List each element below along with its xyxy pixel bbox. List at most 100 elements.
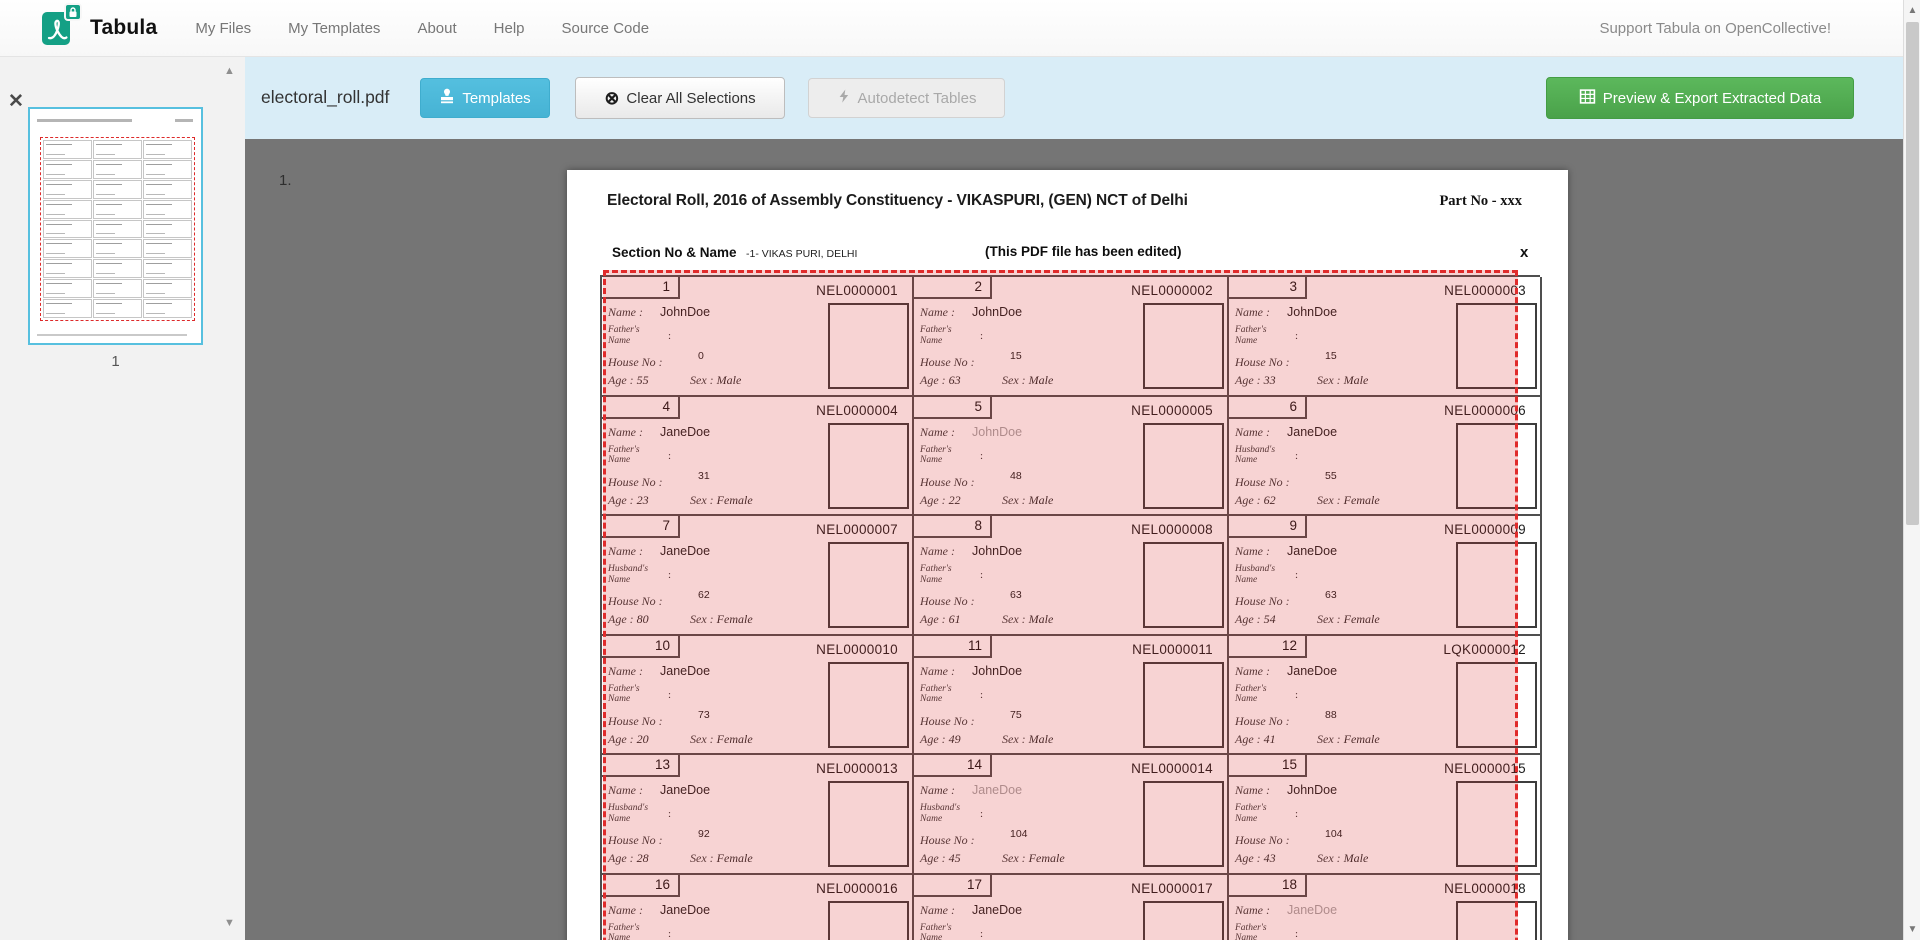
voter-sex-row: Sex : Male (1002, 731, 1054, 746)
voter-age-row: Age :23 (608, 492, 649, 507)
voter-photo-box (1456, 303, 1537, 389)
voter-name-row: Name : JaneDoe (608, 544, 711, 558)
clear-circle-x-icon: ⊗ (604, 88, 620, 108)
scrollbar-up-icon[interactable]: ▲ (1907, 5, 1918, 16)
voter-name-row: Name : JaneDoe (608, 902, 711, 917)
nav-item-about[interactable]: About (417, 19, 457, 37)
voter-serial-number: 2 (912, 275, 992, 299)
voter-serial-number: 6 (1227, 394, 1307, 419)
voter-sex-row: Sex : Male (1317, 851, 1369, 865)
edited-note: (This PDF file has been edited) (985, 244, 1182, 259)
nav-item-source-code[interactable]: Source Code (561, 19, 650, 37)
voter-sex-row: Sex : Female (690, 492, 753, 507)
voter-photo-box (1143, 900, 1224, 940)
thumbnail-mini-cell (93, 259, 142, 279)
voter-name-row: Name : JohnDoe (1235, 305, 1338, 319)
selection-close-icon[interactable]: x (1520, 244, 1529, 261)
thumbnail-mini-cell (143, 259, 192, 279)
main-scrollbar[interactable]: ▲ ▼ (1903, 0, 1920, 940)
voter-house-row: House No : 62 (608, 589, 710, 608)
voter-card: 3 NEL0000003 Name : JohnDoe Father's Name… (1227, 275, 1542, 397)
voter-card: 6 NEL0000006 Name : JaneDoe Husband's Nam… (1227, 394, 1542, 516)
thumbnail-mini-cell (43, 259, 92, 279)
voter-epic-id: NEL0000008 (1131, 522, 1213, 537)
brand-home-link[interactable]: Tabula (40, 2, 157, 54)
voter-card: 12 LQK0000012 Name : JaneDoe Father's Nam… (1227, 633, 1542, 755)
voter-name-row: Name : JohnDoe (1235, 783, 1338, 797)
voter-age-row: Age :28 (608, 851, 649, 865)
scrollbar-down-icon[interactable]: ▼ (1907, 924, 1918, 935)
voter-card: 5 NEL0000005 Name : JohnDoe Father's Name… (912, 394, 1229, 516)
voter-epic-id: NEL0000006 (1444, 402, 1526, 418)
voter-age-row: Age :63 (920, 373, 961, 387)
voter-relation-row: Father's Name : (920, 444, 984, 466)
voter-sex-row: Sex : Male (1317, 373, 1369, 387)
pdf-title: Electoral Roll, 2016 of Assembly Constit… (607, 192, 1188, 209)
voter-card: 4 NEL0000004 Name : JaneDoe Father's Name… (600, 394, 914, 516)
autodetect-tables-button[interactable]: Autodetect Tables (808, 78, 1005, 118)
voter-age-row: Age :55 (608, 373, 649, 387)
thumbnail-footer-line (37, 334, 187, 336)
pdf-page[interactable]: Electoral Roll, 2016 of Assembly Constit… (567, 170, 1568, 940)
voter-name-row: Name : JohnDoe (920, 663, 1023, 678)
nav-item-my-files[interactable]: My Files (195, 19, 252, 37)
voter-relation-row: Father's Name : (1235, 922, 1299, 940)
section-value: -1- VIKAS PURI, DELHI (745, 248, 858, 260)
sidebar-scroll-down-icon[interactable]: ▼ (224, 917, 235, 929)
voter-card: 2 NEL0000002 Name : JohnDoe Father's Name… (912, 275, 1229, 397)
voter-card: 10 NEL0000010 Name : JaneDoe Father's Nam… (600, 633, 914, 755)
voter-photo-box (1143, 781, 1224, 867)
lightning-icon (837, 88, 851, 108)
voter-photo-box (1143, 303, 1224, 389)
selection-overlay[interactable] (603, 270, 1518, 940)
scrollbar-thumb[interactable] (1906, 22, 1919, 525)
voter-photo-box (828, 303, 909, 389)
voter-sex-row: Sex : Female (1317, 492, 1380, 507)
thumbnail-mini-cell (143, 199, 192, 219)
voter-table: 1 NEL0000001 Name : JohnDoe Father's Name… (600, 275, 1542, 940)
voter-house-row: House No : 63 (920, 589, 1022, 608)
voter-age-row: Age :33 (1235, 373, 1276, 387)
voter-sex-row: Sex : Male (1002, 612, 1054, 626)
voter-relation-row: Husband's Name : (1235, 564, 1299, 585)
voter-relation-row: Husband's Name : (920, 803, 984, 824)
preview-export-button[interactable]: Preview & Export Extracted Data (1546, 77, 1854, 119)
voter-epic-id: NEL0000011 (1132, 641, 1213, 657)
voter-house-row: House No : 31 (608, 469, 710, 489)
voter-name-row: Name : JaneDoe (1235, 544, 1338, 558)
thumbnail-mini-cell (43, 299, 92, 318)
voter-age-row: Age :45 (920, 851, 961, 865)
voter-name-row: Name : JohnDoe (608, 305, 711, 319)
voter-age-row: Age :22 (920, 492, 961, 507)
templates-button[interactable]: Templates (420, 78, 550, 118)
voter-age-row: Age :61 (920, 612, 961, 626)
voter-sex-row: Sex : Female (1002, 851, 1065, 865)
voter-house-row: House No : 55 (1235, 469, 1337, 489)
voter-serial-number: 17 (912, 872, 992, 897)
voter-serial-number: 7 (600, 514, 680, 538)
support-link[interactable]: Support Tabula on OpenCollective! (1599, 19, 1831, 37)
open-filename: electoral_roll.pdf (261, 87, 390, 107)
voter-photo-box (1143, 661, 1224, 748)
nav-item-my-templates[interactable]: My Templates (288, 19, 381, 37)
voter-card: 1 NEL0000001 Name : JohnDoe Father's Name… (600, 275, 914, 397)
voter-card: 17 NEL0000017 Name : JaneDoe Father's Nam… (912, 872, 1229, 940)
thumbnail-mini-cell (93, 199, 142, 219)
remove-page-icon[interactable]: ✕ (8, 91, 24, 112)
voter-name-row: Name : JaneDoe (608, 424, 711, 439)
voter-serial-number: 4 (600, 394, 680, 419)
toolbar: electoral_roll.pdf Templates ⊗ Clear All… (245, 57, 1903, 139)
page-thumbnail[interactable] (28, 107, 203, 345)
voter-name-row: Name : JaneDoe (608, 663, 711, 678)
thumbnail-mini-cell (43, 239, 92, 259)
clear-all-selections-button[interactable]: ⊗ Clear All Selections (575, 77, 785, 119)
voter-age-row: Age :41 (1235, 731, 1276, 746)
nav-item-help[interactable]: Help (493, 19, 525, 37)
thumbnail-mini-cell (43, 140, 92, 159)
voter-name-row: Name : JaneDoe (920, 783, 1023, 797)
thumbnail-mini-cell (43, 199, 92, 219)
sidebar-scroll-up-icon[interactable]: ▲ (224, 65, 235, 77)
voter-relation-row: Husband's Name : (608, 803, 672, 824)
voter-sex-row: Sex : Female (1317, 731, 1380, 746)
voter-serial-number: 15 (1227, 753, 1307, 777)
